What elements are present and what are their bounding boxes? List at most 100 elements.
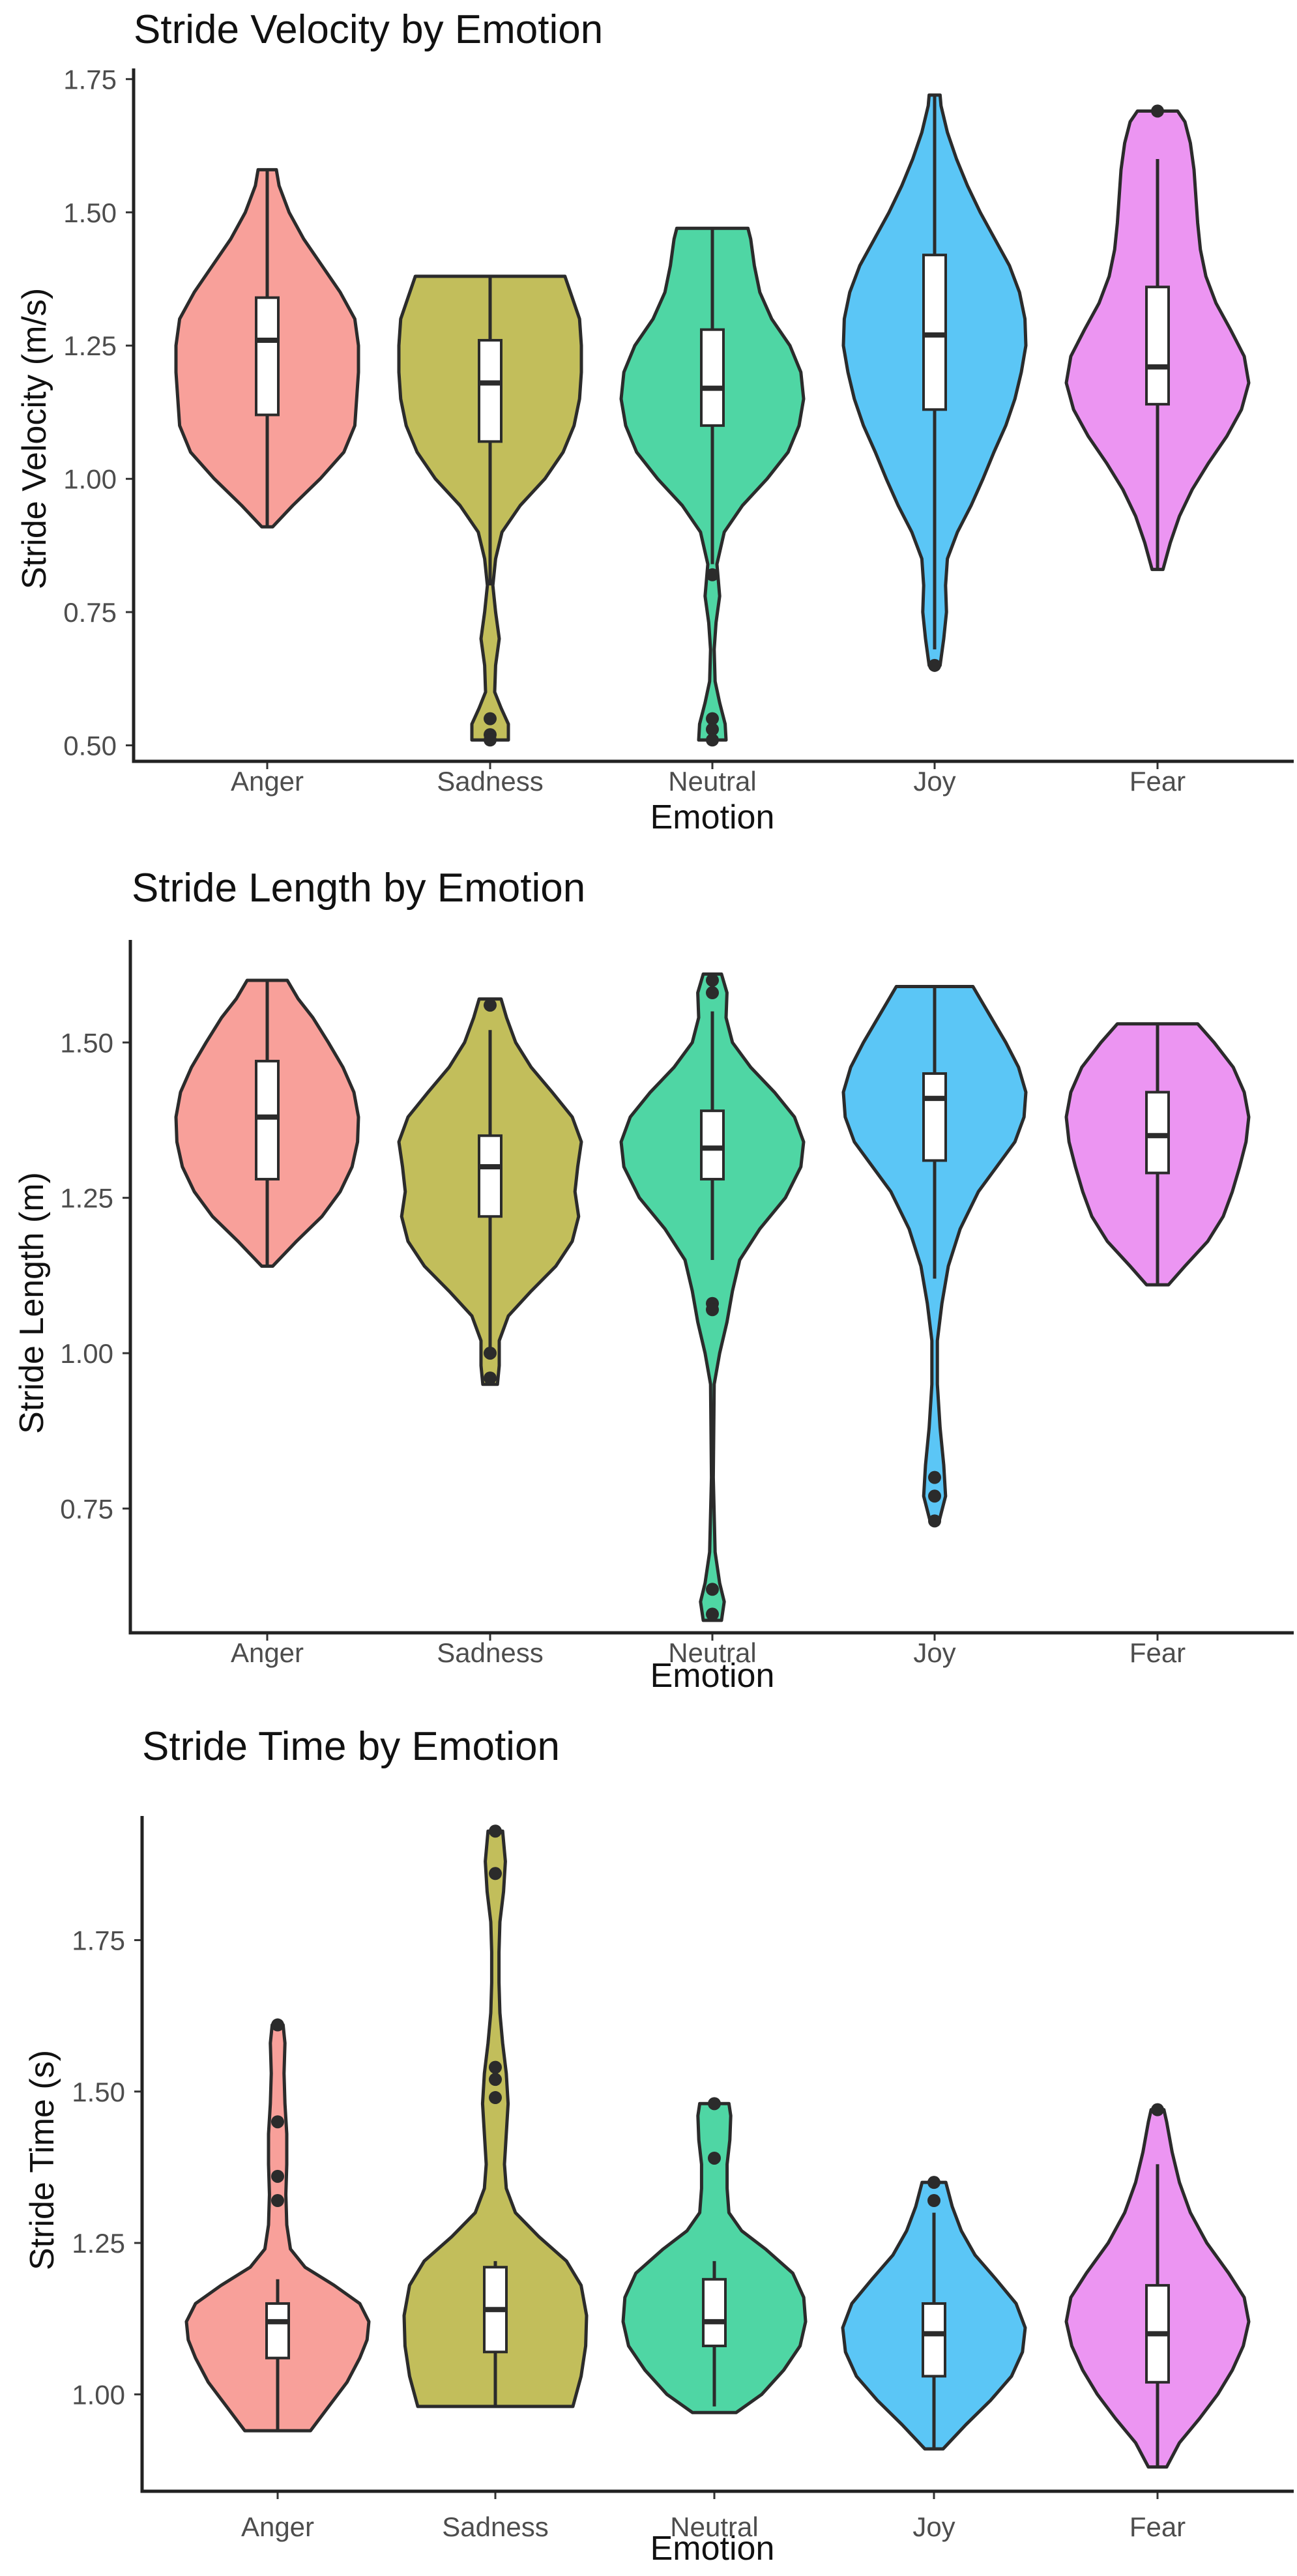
y-tick-label: 1.25 (60, 1183, 113, 1214)
y-tick-label: 1.25 (72, 2228, 125, 2259)
box (702, 2277, 727, 2348)
x-tick-label-anger: Anger (231, 766, 304, 797)
y-tick-label: 0.75 (63, 597, 117, 628)
violin-marks (134, 1824, 1251, 2499)
outlier-point (484, 712, 497, 725)
chart-title: Stride Length by Emotion (132, 866, 585, 911)
outlier-point (489, 2073, 502, 2086)
axis-lines (128, 940, 1294, 1635)
y-tick-label: 1.00 (72, 2379, 125, 2410)
outlier-point (706, 712, 719, 725)
box (1145, 1090, 1170, 1175)
outlier-point (706, 1303, 719, 1317)
outlier-point (271, 2169, 284, 2183)
outlier-point (928, 1471, 941, 1484)
violin-group-sadness (402, 1824, 589, 2408)
x-tick-labels: Anger Sadness Neutral Joy Fear (231, 1637, 1186, 1668)
y-axis-label: Stride Velocity (m/s) (16, 288, 53, 589)
outlier-point (706, 568, 719, 581)
box (700, 1109, 725, 1181)
violin-neutral (621, 2101, 808, 2414)
outlier-point (1151, 2103, 1164, 2116)
y-axis-label: Stride Length (m) (13, 1172, 51, 1434)
violin-marks (126, 78, 1251, 769)
box (700, 328, 725, 427)
violin-group-neutral (619, 226, 806, 747)
stride-time-panel: Stride Time by Emotion Emotion Stride Ti… (0, 1717, 1297, 2575)
axis-lines (140, 1816, 1294, 2493)
box (1145, 285, 1170, 406)
y-tick-label: 1.50 (60, 1027, 113, 1058)
outlier-point (706, 973, 719, 987)
y-tick-labels: 0.50 0.75 1.00 1.25 1.50 1.75 (63, 64, 117, 761)
outlier-point (484, 733, 497, 747)
y-tick-label: 1.75 (63, 64, 117, 95)
x-tick-label-joy: Joy (913, 766, 955, 797)
outlier-point (271, 2194, 284, 2208)
x-tick-label-neutral: Neutral (668, 1637, 756, 1668)
outlier-point (489, 1824, 502, 1838)
y-axis-label: Stride Time (s) (23, 2050, 61, 2270)
outlier-point (489, 2091, 502, 2105)
outlier-point (708, 2097, 721, 2111)
stride-length-chart: Stride Length by Emotion Emotion Stride … (13, 866, 1294, 1695)
violin-group-anger (174, 168, 360, 529)
x-tick-label-fear: Fear (1129, 766, 1186, 797)
outlier-point (271, 2018, 284, 2032)
outlier-point (927, 2176, 940, 2189)
chart-title: Stride Velocity by Emotion (134, 7, 603, 52)
violin-group-joy (841, 2176, 1027, 2451)
violin-group-fear (1064, 1022, 1251, 1287)
x-tick-label-fear: Fear (1129, 1637, 1186, 1668)
x-tick-label-neutral: Neutral (670, 2511, 758, 2542)
y-tick-label: 1.50 (72, 2077, 125, 2107)
outlier-point (927, 2194, 940, 2208)
box (922, 2302, 946, 2378)
outlier-point (706, 986, 719, 1000)
box (478, 339, 503, 443)
x-tick-labels: Anger Sadness Neutral Joy Fear (241, 2511, 1186, 2542)
stride-length-panel: Stride Length by Emotion Emotion Stride … (0, 858, 1297, 1717)
outlier-point (928, 658, 941, 672)
x-tick-label-fear: Fear (1129, 2511, 1186, 2542)
violin-group-sadness (397, 997, 583, 1386)
y-tick-label: 1.00 (60, 1338, 113, 1369)
violin-marks (123, 972, 1251, 1641)
outlier-point (706, 1607, 719, 1621)
box (478, 1134, 503, 1218)
violin-group-anger (184, 2018, 371, 2433)
x-tick-label-sadness: Sadness (437, 1637, 543, 1668)
violin-group-joy (841, 93, 1028, 672)
outlier-point (484, 999, 497, 1012)
stride-velocity-panel: Stride Velocity by Emotion Emotion Strid… (0, 0, 1297, 858)
chart-title: Stride Time by Emotion (142, 1724, 560, 1769)
y-tick-labels: 1.00 1.25 1.50 1.75 (72, 1925, 125, 2410)
x-tick-label-neutral: Neutral (668, 766, 756, 797)
y-tick-label: 1.75 (72, 1925, 125, 1955)
outlier-point (1151, 104, 1164, 118)
outlier-point (706, 722, 719, 736)
y-tick-label: 1.50 (63, 198, 117, 228)
box (922, 254, 947, 411)
violin-group-neutral (619, 972, 806, 1622)
outlier-point (928, 1514, 941, 1528)
x-axis-label: Emotion (650, 2530, 775, 2568)
x-tick-label-joy: Joy (913, 1637, 955, 1668)
box (922, 1072, 947, 1162)
x-tick-label-joy: Joy (912, 2511, 955, 2542)
violin-group-fear (1064, 2103, 1251, 2469)
box (255, 1059, 280, 1181)
outlier-point (489, 1867, 502, 1881)
stride-velocity-chart: Stride Velocity by Emotion Emotion Strid… (16, 7, 1294, 836)
violin-sadness (402, 1829, 589, 2408)
stride-time-chart: Stride Time by Emotion Emotion Stride Ti… (23, 1724, 1294, 2568)
y-tick-label: 0.75 (60, 1493, 113, 1524)
x-tick-label-sadness: Sadness (442, 2511, 548, 2542)
violin-group-sadness (397, 274, 583, 747)
x-tick-labels: Anger Sadness Neutral Joy Fear (231, 766, 1186, 797)
box (265, 2302, 290, 2360)
outlier-point (928, 1489, 941, 1503)
x-tick-label-anger: Anger (231, 1637, 304, 1668)
outlier-point (484, 1346, 497, 1360)
x-tick-label-sadness: Sadness (437, 766, 543, 797)
